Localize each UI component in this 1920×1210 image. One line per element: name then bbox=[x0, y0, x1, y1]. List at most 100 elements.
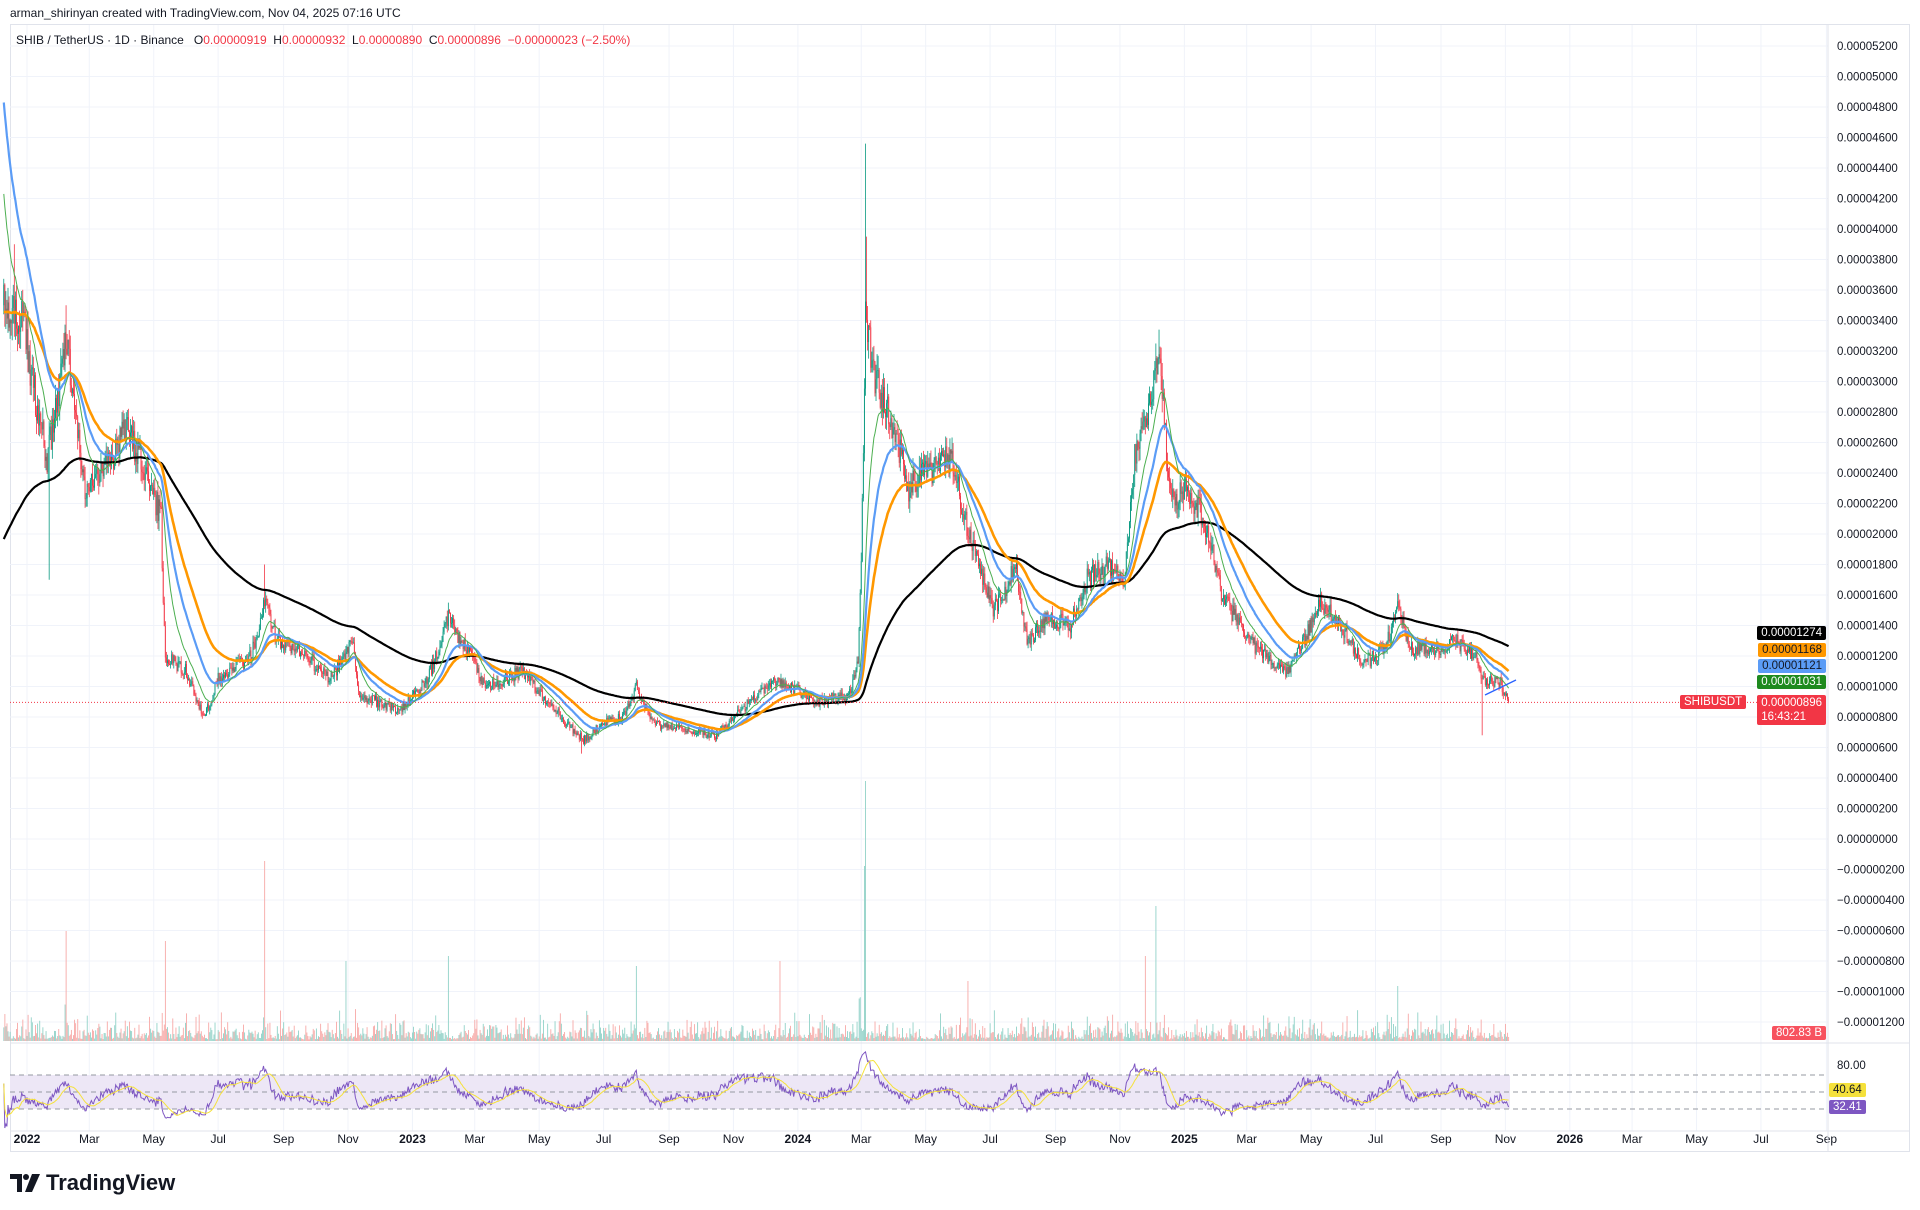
candle-body bbox=[1117, 565, 1119, 579]
volume-bar bbox=[130, 1030, 131, 1041]
candle-body bbox=[352, 642, 354, 644]
candle-body bbox=[811, 695, 813, 699]
volume-bar bbox=[1336, 1036, 1337, 1041]
candle-body bbox=[1502, 692, 1504, 695]
volume-bar bbox=[891, 1037, 893, 1041]
candle-body bbox=[681, 726, 683, 729]
candle-body bbox=[213, 693, 215, 700]
volume-bar bbox=[1395, 1026, 1397, 1041]
candle-body bbox=[197, 700, 199, 702]
volume-bar bbox=[679, 1028, 681, 1041]
volume-bar bbox=[1251, 1037, 1253, 1041]
volume-bar bbox=[101, 1033, 103, 1041]
volume-bar bbox=[1185, 1037, 1186, 1041]
volume-bar bbox=[245, 1038, 247, 1041]
tradingview-logo[interactable]: TradingView bbox=[10, 1170, 175, 1196]
candle-body bbox=[1492, 681, 1494, 685]
volume-bar bbox=[843, 1036, 845, 1041]
time-axis-label: Nov bbox=[1109, 1132, 1130, 1146]
volume-bar bbox=[118, 1037, 120, 1041]
candle-body bbox=[416, 689, 418, 691]
ma-blue-price-label: 0.00001121 bbox=[1758, 659, 1826, 673]
volume-bar bbox=[756, 1039, 758, 1041]
candle-body bbox=[1157, 358, 1159, 375]
volume-bar bbox=[672, 1039, 674, 1041]
volume-bar bbox=[1083, 1030, 1085, 1041]
volume-bar bbox=[403, 1020, 405, 1041]
candle-body bbox=[452, 618, 454, 623]
candle-body bbox=[933, 459, 935, 472]
candle-body bbox=[1311, 617, 1313, 633]
candle-body bbox=[477, 667, 479, 673]
candle-body bbox=[1153, 370, 1155, 400]
symbol-name[interactable]: SHIB / TetherUS · 1D · Binance bbox=[16, 33, 184, 47]
volume-bar bbox=[940, 1013, 941, 1041]
candle-body bbox=[1350, 640, 1352, 644]
candle-body bbox=[515, 667, 517, 675]
volume-bar bbox=[1441, 1038, 1443, 1041]
candle-body bbox=[1379, 645, 1381, 649]
volume-bar bbox=[711, 1039, 713, 1041]
candle-body bbox=[819, 696, 821, 707]
volume-bar bbox=[536, 1033, 538, 1041]
candle-body bbox=[1406, 633, 1408, 641]
volume-bar bbox=[578, 1030, 580, 1041]
volume-bar bbox=[1345, 1031, 1347, 1041]
candle-body bbox=[1138, 447, 1140, 449]
volume-bar bbox=[654, 1038, 656, 1041]
volume-bar bbox=[70, 1029, 72, 1041]
volume-bar bbox=[1266, 1028, 1268, 1041]
volume-bar bbox=[481, 1034, 483, 1041]
candle-body bbox=[302, 654, 304, 655]
candle-body bbox=[1345, 626, 1347, 631]
candle-body bbox=[6, 308, 8, 319]
candle-body bbox=[767, 685, 769, 689]
volume-bar bbox=[1367, 1038, 1369, 1041]
volume-bar bbox=[288, 1026, 290, 1041]
volume-bar bbox=[730, 1026, 732, 1041]
volume-bar bbox=[1376, 1038, 1378, 1041]
candle-body bbox=[96, 468, 98, 474]
volume-bar bbox=[1258, 1028, 1260, 1041]
volume-bar bbox=[13, 1037, 15, 1041]
volume-bar bbox=[848, 1038, 850, 1041]
price-axis-label: 0.00003200 bbox=[1837, 346, 1898, 358]
candle-body bbox=[960, 495, 961, 510]
volume-bar bbox=[593, 1029, 595, 1041]
candle-body bbox=[1108, 558, 1110, 561]
candle-body bbox=[673, 728, 675, 729]
price-axis-label: 0.00005200 bbox=[1837, 41, 1898, 53]
volume-bar bbox=[32, 1036, 34, 1041]
volume-bar bbox=[83, 1029, 85, 1041]
candle-body bbox=[1503, 693, 1505, 695]
volume-bar bbox=[1147, 1031, 1148, 1041]
volume-bar bbox=[1323, 1033, 1325, 1041]
rsi-line bbox=[3, 1050, 1510, 1129]
volume-bar bbox=[268, 1038, 270, 1041]
volume-bar bbox=[1483, 1032, 1485, 1041]
volume-bar bbox=[276, 1026, 278, 1041]
volume-bar bbox=[613, 1038, 615, 1041]
candle-body bbox=[740, 710, 742, 713]
candle-body bbox=[1120, 573, 1122, 576]
candle-body bbox=[453, 618, 455, 626]
volume-bar bbox=[643, 1038, 645, 1041]
candle-body bbox=[903, 449, 904, 465]
volume-bar bbox=[1368, 1038, 1370, 1041]
volume-bar bbox=[423, 1038, 425, 1041]
candle-body bbox=[1504, 693, 1506, 696]
volume-bar bbox=[1396, 1036, 1398, 1041]
candle-body bbox=[1427, 649, 1429, 655]
volume-bar bbox=[1122, 1038, 1124, 1041]
candle-body bbox=[1412, 642, 1413, 653]
candle-body bbox=[1229, 600, 1231, 604]
time-axis-label: Sep bbox=[1045, 1132, 1067, 1146]
candle-body bbox=[945, 446, 947, 467]
volume-bar bbox=[842, 1034, 844, 1041]
candle-body bbox=[582, 738, 583, 740]
volume-bar bbox=[1386, 1014, 1388, 1041]
volume-bar bbox=[680, 1037, 682, 1041]
volume-bar bbox=[765, 1038, 767, 1041]
volume-bar bbox=[1496, 1037, 1498, 1041]
